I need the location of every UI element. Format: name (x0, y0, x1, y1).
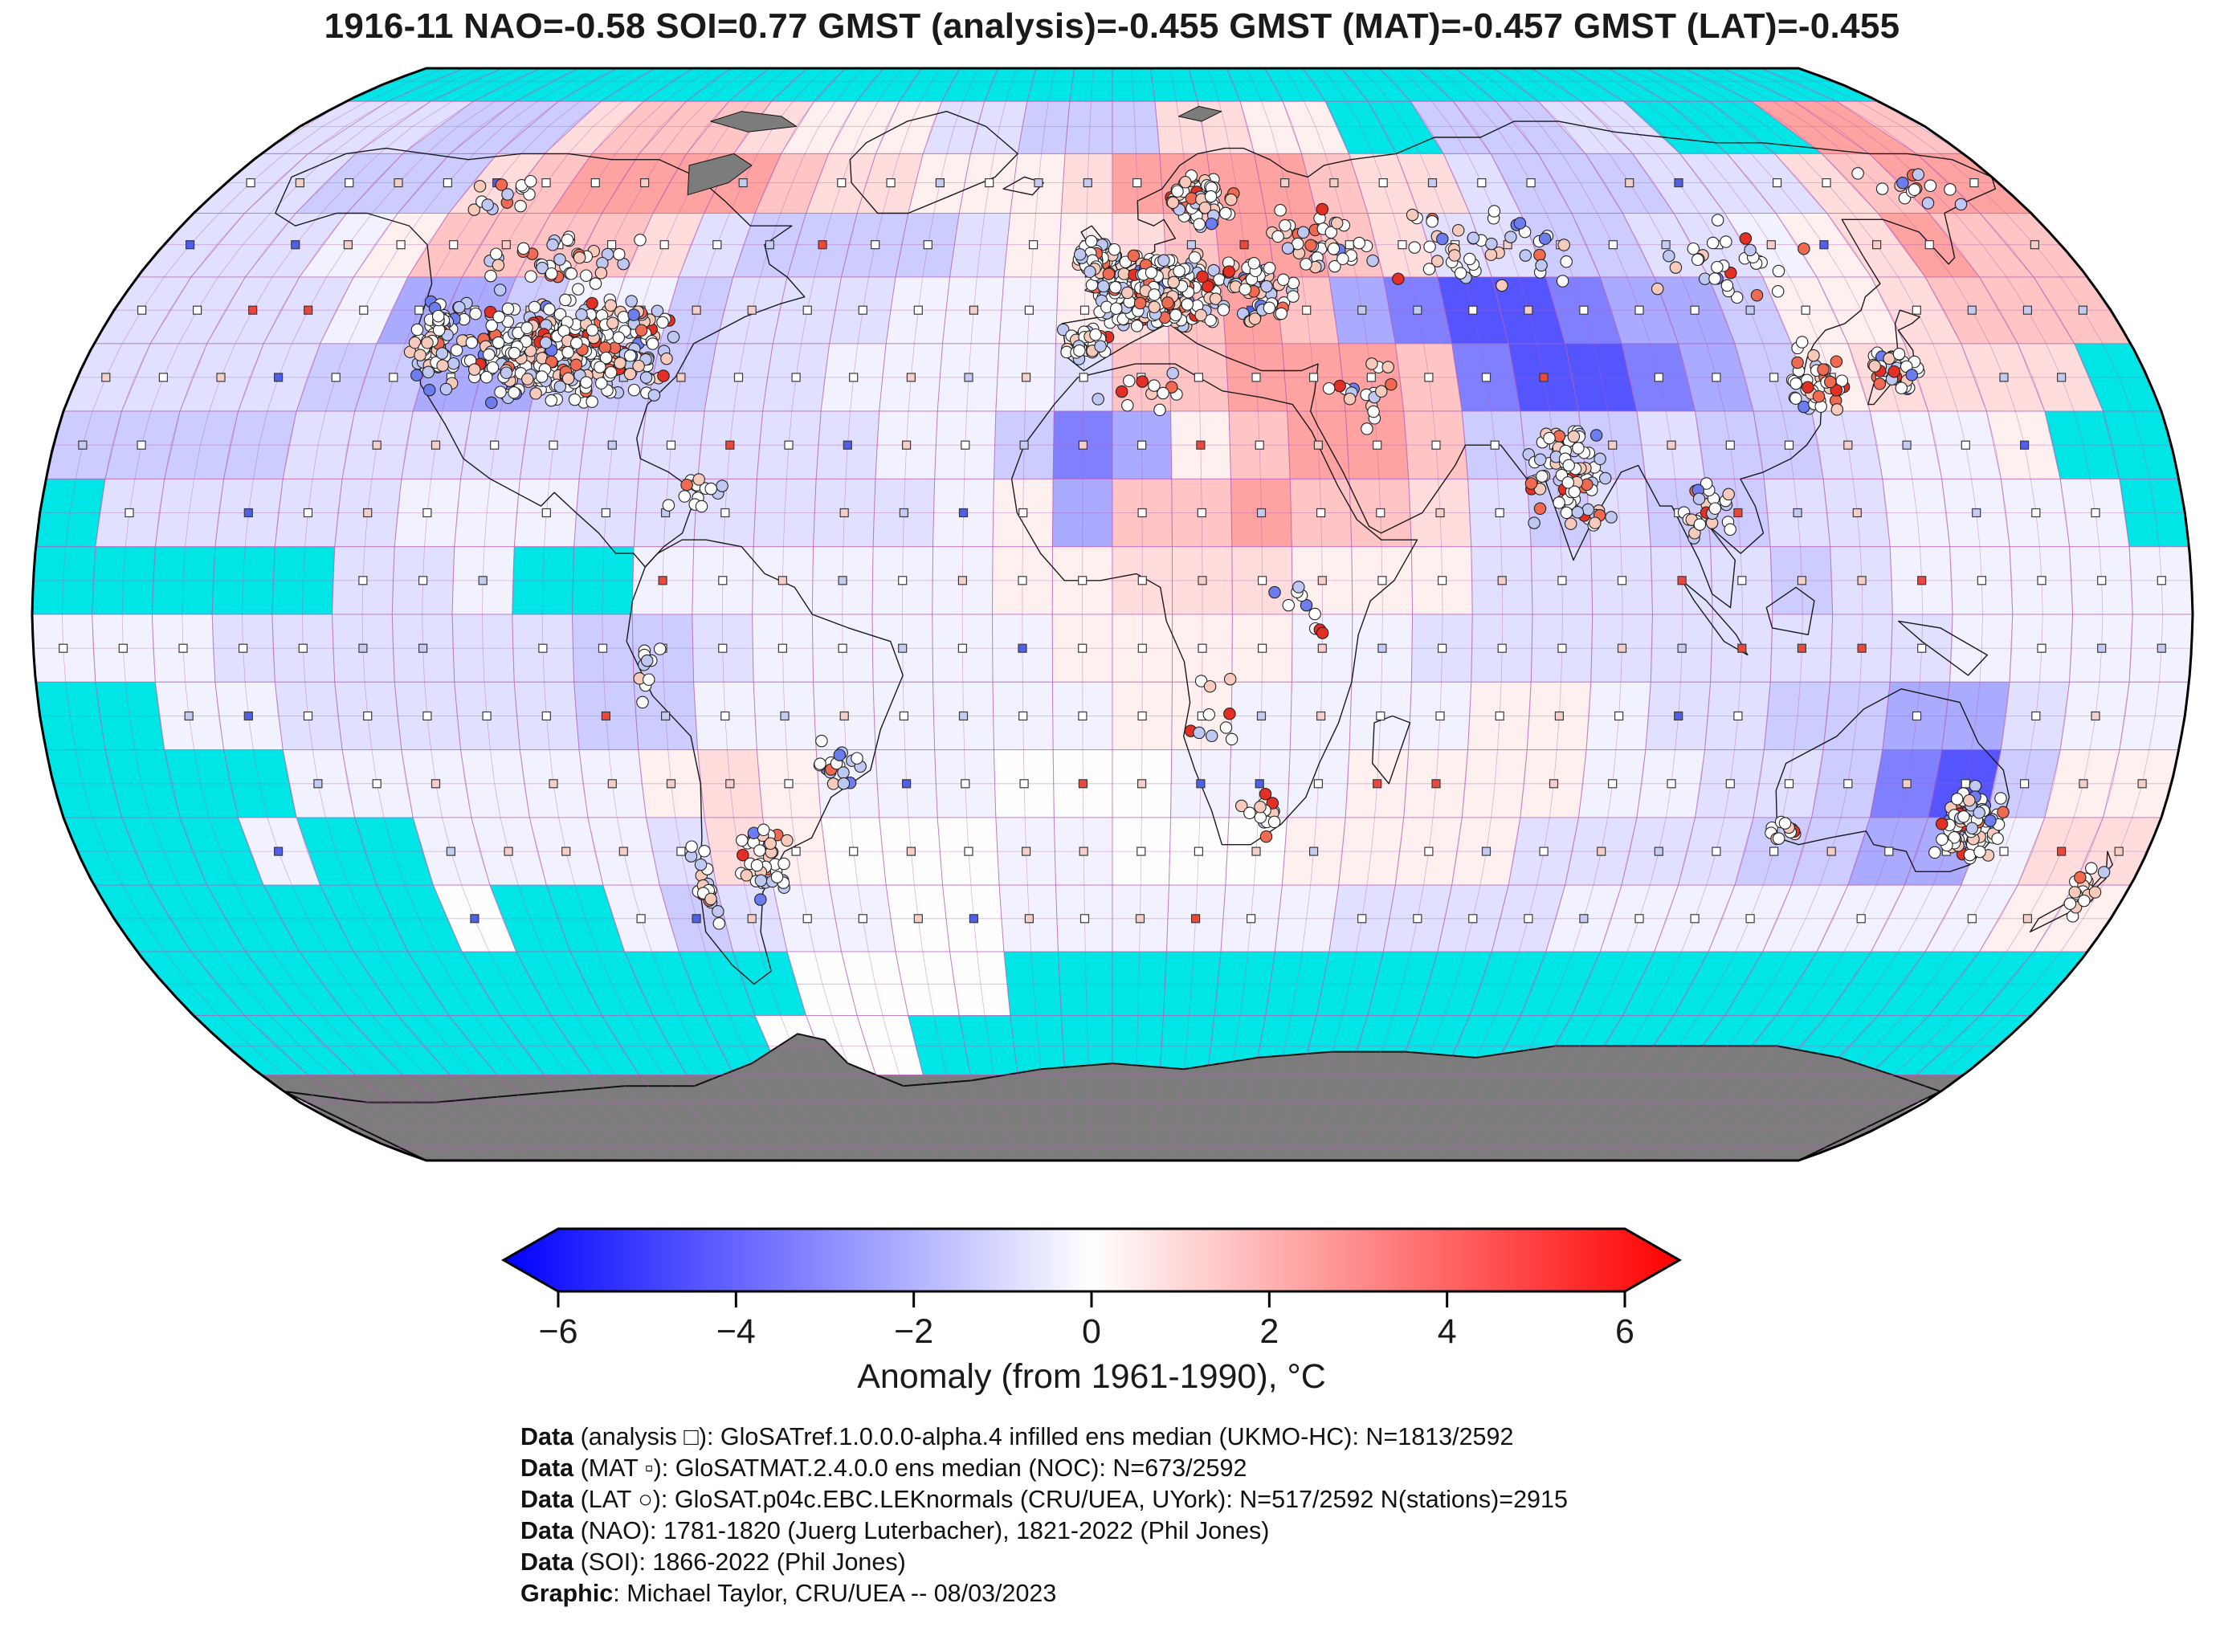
coastlines (275, 105, 2113, 985)
colorbar-tick-label: −4 (716, 1312, 756, 1351)
colorbar-axis-label: Anomaly (from 1961-1990), °C (857, 1357, 1326, 1396)
footer-credits: Data (analysis □): GloSATref.1.0.0.0-alp… (520, 1422, 1568, 1609)
footer-line: Data (NAO): 1781-1820 (Juerg Luterbacher… (520, 1517, 1270, 1544)
footer-line: Data (LAT ○): GloSAT.p04c.EBC.LEKnormals… (520, 1486, 1568, 1513)
footer-line: Data (MAT ▫): GloSATMAT.2.4.0.0 ens medi… (520, 1454, 1247, 1482)
footer-line: Data (analysis □): GloSATref.1.0.0.0-alp… (520, 1423, 1514, 1450)
colorbar-tick-label: 4 (1437, 1312, 1457, 1351)
grid-square-markers (59, 178, 2166, 924)
footer-line: Graphic: Michael Taylor, CRU/UEA -- 08/0… (520, 1580, 1057, 1607)
footer-line: Data (SOI): 1866-2022 (Phil Jones) (520, 1548, 906, 1576)
station-markers (403, 167, 2111, 930)
map-outline (31, 67, 2194, 1162)
colorbar-tick-label: 2 (1259, 1312, 1279, 1351)
colorbar-tick-label: −2 (894, 1312, 934, 1351)
antarctica-no-data-land (284, 1033, 1943, 1161)
figure-title: 1916-11 NAO=-0.58 SOI=0.77 GMST (analysi… (324, 6, 1900, 46)
colorbar-tick-label: 0 (1082, 1312, 1101, 1351)
colorbar (500, 1227, 1683, 1307)
colorbar-tick-label: 6 (1615, 1312, 1634, 1351)
colorbar-tick-label: −6 (538, 1312, 578, 1351)
